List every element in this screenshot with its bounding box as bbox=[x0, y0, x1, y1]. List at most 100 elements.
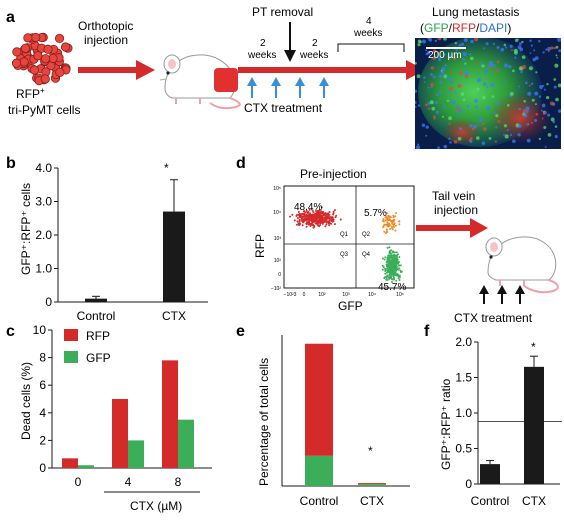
micrograph-speck bbox=[421, 39, 426, 44]
flow-dot-gfp bbox=[392, 250, 395, 253]
flow-dot-rfp bbox=[313, 224, 316, 227]
weeks-c-num: 4 bbox=[366, 16, 372, 27]
flow-dot-rfp bbox=[312, 216, 315, 219]
cell-cluster-icon bbox=[11, 32, 73, 86]
micrograph-speck bbox=[450, 99, 455, 104]
flow-dot-double bbox=[382, 226, 385, 229]
flow-dot-rfp bbox=[307, 214, 310, 217]
cell-dot bbox=[20, 43, 31, 53]
micrograph-speck bbox=[479, 117, 482, 120]
flow-dot-gfp bbox=[390, 254, 393, 257]
micrograph-speck bbox=[518, 107, 522, 111]
flow-dot-rfp bbox=[325, 213, 328, 216]
cells-label-line2: tri-PyMT cells bbox=[8, 103, 80, 117]
flow-y-tick-label: 10⁵ bbox=[273, 186, 281, 192]
flow-dot-rfp bbox=[323, 217, 326, 220]
micrograph-speck bbox=[423, 81, 426, 84]
flow-dot-rfp bbox=[309, 222, 312, 225]
micrograph-speck bbox=[464, 71, 469, 76]
cell-dot bbox=[12, 47, 22, 57]
micrograph-speck bbox=[425, 49, 428, 52]
weeks-b-word: weeks bbox=[299, 50, 328, 61]
micrograph-speck bbox=[547, 50, 550, 52]
chart-f-y-tick-label: 2.0 bbox=[455, 335, 472, 349]
flow-dot-double bbox=[394, 215, 397, 218]
flow-dot-rfp bbox=[323, 212, 326, 215]
flow-dot-double bbox=[383, 223, 386, 226]
flow-x-tick-label: 10⁵ bbox=[396, 292, 404, 298]
micrograph-speck bbox=[466, 104, 470, 108]
injection-label-1: Orthotopic bbox=[78, 19, 133, 33]
flow-dot-double bbox=[388, 215, 391, 218]
micrograph-speck bbox=[449, 55, 452, 58]
ctx-arrow-head bbox=[271, 77, 281, 86]
flow-dot-rfp bbox=[319, 223, 322, 226]
micrograph-speck bbox=[492, 64, 496, 68]
flow-dot-gfp bbox=[386, 275, 389, 278]
micrograph-speck bbox=[528, 84, 531, 87]
chart-f-y-tick-label: 0 bbox=[465, 477, 472, 491]
panel-letter-d: d bbox=[236, 155, 246, 172]
flow-dot-rfp bbox=[309, 224, 312, 227]
micrograph-speck bbox=[443, 53, 446, 56]
flow-dot-rfp bbox=[319, 221, 322, 224]
chart-e-bar-gfp bbox=[305, 455, 333, 486]
micrograph-speck bbox=[419, 40, 422, 44]
chart-f-x-tick-label: CTX bbox=[522, 494, 546, 508]
micrograph-speck bbox=[552, 120, 556, 124]
micrograph-speck bbox=[453, 140, 458, 144]
chart-f-y-tick-label: 0.5 bbox=[455, 442, 472, 456]
micrograph-speck bbox=[554, 63, 559, 68]
flow-dot-gfp bbox=[391, 257, 394, 260]
flow-dot-gfp bbox=[398, 255, 401, 258]
micrograph-speck bbox=[511, 49, 513, 51]
micrograph-speck bbox=[481, 122, 485, 126]
micrograph-speck bbox=[432, 56, 436, 60]
flow-dot-rfp bbox=[317, 210, 320, 213]
chart-e-x-tick-label: Control bbox=[300, 494, 339, 508]
chart-b-sig-marker: * bbox=[164, 161, 169, 175]
flow-dot-gfp bbox=[390, 270, 393, 273]
micrograph-speck bbox=[455, 48, 458, 51]
mouse-icon bbox=[159, 54, 241, 110]
micrograph-speck bbox=[539, 85, 544, 89]
flow-ylabel: RFP bbox=[253, 234, 267, 258]
flow-dot-double bbox=[398, 223, 401, 226]
flow-dot-rfp bbox=[303, 217, 306, 220]
flow-dot-rfp bbox=[305, 225, 308, 228]
lung-metastasis-title: Lung metastasis bbox=[432, 5, 519, 19]
timeline-arrow bbox=[238, 60, 425, 80]
micrograph-speck bbox=[439, 74, 444, 79]
micrograph-speck bbox=[529, 52, 532, 55]
micrograph-speck bbox=[475, 136, 480, 140]
flow-dot-gfp bbox=[385, 277, 388, 280]
micrograph-speck bbox=[417, 143, 420, 146]
micrograph-speck bbox=[449, 141, 452, 144]
flow-dot-rfp bbox=[297, 210, 300, 213]
flow-dot-double bbox=[388, 217, 391, 220]
micrograph-speck bbox=[427, 107, 431, 110]
micrograph-speck bbox=[437, 38, 442, 41]
ctx-arrow-head bbox=[295, 77, 305, 86]
flow-dot-gfp bbox=[395, 251, 398, 254]
micrograph-speck bbox=[432, 115, 436, 118]
micrograph-speck bbox=[514, 38, 519, 43]
flow-dot-gfp bbox=[393, 268, 396, 271]
flow-dot-double bbox=[392, 214, 395, 217]
micrograph-speck bbox=[503, 43, 507, 47]
chart-e-bar-rfp bbox=[358, 483, 386, 485]
micrograph-speck bbox=[512, 69, 515, 73]
flow-dot-rfp bbox=[296, 217, 299, 220]
flow-dot-gfp bbox=[391, 258, 394, 261]
flow-dot-rfp bbox=[333, 209, 336, 212]
q1-label: Q1 bbox=[340, 232, 349, 238]
cell-dot bbox=[33, 51, 43, 61]
flow-dot-double bbox=[393, 218, 396, 221]
cell-dot bbox=[43, 44, 53, 54]
flow-dot-gfp bbox=[394, 265, 397, 268]
micrograph-speck bbox=[525, 106, 530, 111]
flow-dot-gfp bbox=[396, 259, 399, 262]
panel-c: c 0 2 4 6 8 10 0 4 8 Dead cells (%) RFP GFP CTX … bbox=[6, 323, 212, 513]
flow-dot-rfp bbox=[301, 216, 304, 219]
micrograph-speck bbox=[437, 51, 440, 54]
